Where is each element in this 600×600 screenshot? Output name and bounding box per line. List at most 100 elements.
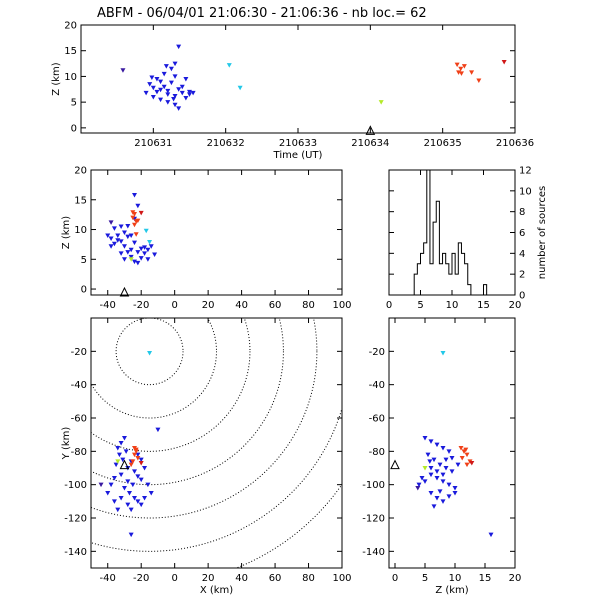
data-point	[135, 203, 141, 209]
range-ring	[235, 483, 342, 568]
series-darkred	[138, 210, 144, 216]
data-point	[168, 80, 174, 86]
series-navy	[415, 486, 421, 491]
x-tick-label: 100	[332, 300, 351, 311]
data-point	[128, 247, 134, 253]
data-point	[132, 193, 138, 198]
data-point	[176, 106, 182, 111]
range-rings	[91, 318, 342, 568]
x-tick-label: 40	[235, 300, 248, 311]
data-point	[415, 486, 421, 491]
data-point	[469, 461, 475, 466]
data-point	[454, 62, 460, 68]
x-tick-label: 20	[509, 300, 522, 311]
y-tick-label: -40	[71, 380, 87, 391]
data-point	[135, 250, 141, 255]
series-lime	[115, 459, 121, 464]
x-tick-label: 210633	[279, 138, 317, 149]
series-blue	[105, 427, 161, 538]
panel-x_y: -40 -20 0 20 40 60 80 100 -140 -120 -100 -80 -60 -40 -…	[61, 317, 352, 596]
panel-time_z: 210631 210632 210633 210634 210635 210636 0 5 10…	[51, 21, 534, 162]
x-tick-label: 0	[386, 300, 392, 311]
series-darkred	[501, 60, 507, 65]
x-tick-label: 5	[417, 300, 423, 311]
data-point	[125, 502, 131, 508]
y-axis-label: Z (km)	[51, 62, 62, 95]
data-point	[152, 252, 158, 258]
data-point	[113, 462, 119, 468]
data-point	[172, 102, 178, 108]
y-tick-label: -80	[369, 447, 385, 458]
data-point	[179, 84, 185, 90]
data-point	[434, 476, 440, 481]
y-axis-label: Z (km)	[61, 216, 72, 249]
data-point	[187, 92, 192, 97]
x-tick-label: 0	[171, 300, 177, 311]
data-point	[443, 457, 449, 463]
data-point	[163, 64, 169, 69]
data-point	[171, 97, 177, 102]
range-ring	[91, 318, 217, 419]
data-point	[464, 452, 470, 458]
x-tick-label: -40	[100, 573, 116, 584]
data-point	[422, 479, 428, 484]
data-point	[154, 89, 160, 95]
series-lime	[422, 466, 428, 471]
x-tick-label: 15	[477, 300, 490, 311]
data-point	[434, 442, 440, 448]
data-point	[111, 499, 117, 504]
data-point	[150, 85, 156, 91]
data-point	[161, 84, 167, 90]
series-darkred	[469, 461, 475, 466]
data-point	[147, 351, 153, 356]
data-point	[125, 250, 131, 255]
data-point	[108, 244, 114, 249]
plot-frame	[80, 24, 516, 134]
data-point	[115, 459, 121, 464]
data-point	[148, 491, 154, 496]
data-point	[132, 469, 138, 474]
data-point	[419, 476, 425, 481]
data-point	[135, 218, 141, 224]
data-point	[449, 456, 455, 461]
data-point	[121, 230, 127, 235]
data-point	[120, 457, 126, 463]
x-tick-label: 60	[269, 300, 282, 311]
data-point	[135, 452, 141, 458]
x-tick-label: 5	[422, 573, 428, 584]
data-point	[172, 93, 178, 99]
data-point	[428, 466, 434, 471]
data-point	[105, 491, 111, 496]
data-point	[463, 447, 469, 453]
data-point	[138, 457, 144, 463]
x-tick-label: 80	[302, 573, 315, 584]
data-point	[118, 224, 124, 230]
data-point	[425, 452, 431, 458]
data-point	[458, 71, 464, 76]
data-point	[132, 259, 138, 265]
data-point	[150, 95, 156, 100]
data-point	[125, 479, 131, 484]
data-point	[452, 491, 458, 496]
data-point	[446, 449, 452, 454]
data-point	[120, 68, 126, 73]
histogram-bars	[413, 169, 490, 296]
data-point	[155, 427, 161, 433]
series-darkred	[138, 461, 144, 466]
data-point	[440, 351, 446, 356]
data-point	[130, 459, 136, 464]
data-point	[145, 482, 151, 488]
data-point	[165, 92, 171, 97]
y-tick-label: 5	[81, 255, 87, 266]
y-tick-label: -60	[71, 414, 87, 425]
data-point	[108, 220, 114, 225]
data-point	[165, 88, 171, 94]
data-point	[449, 469, 455, 474]
data-point	[123, 449, 129, 454]
series-red	[454, 62, 482, 84]
series-navy	[108, 220, 114, 225]
y-axis-label: number of sources	[537, 186, 548, 279]
station-triangle-icon	[365, 125, 376, 135]
data-point	[172, 61, 178, 67]
range-ring	[91, 318, 318, 519]
